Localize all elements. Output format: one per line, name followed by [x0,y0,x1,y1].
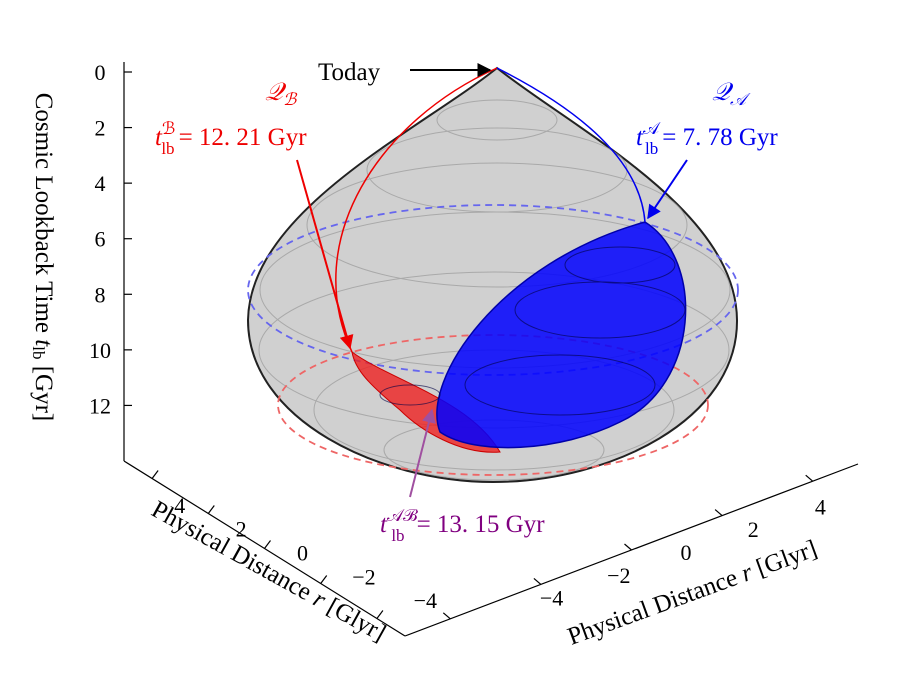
x-tick [320,575,328,584]
y-tick-label: −4 [540,586,563,611]
z-tick-label: 2 [95,116,106,141]
y-axis-title: Physical Distance r [Glyr] [564,535,821,650]
x-tick [376,610,384,619]
annotation: t𝒜 lb = 7. 78 Gyr [636,119,778,158]
annotation: t𝒜ℬ lb = 13. 15 Gyr [380,506,545,545]
x-tick [207,505,215,514]
surface [246,66,739,484]
y-tick-label: 0 [681,540,692,565]
arrow [296,159,354,350]
z-tick-label: 6 [95,227,106,252]
arrow [409,408,436,498]
y-tick [714,509,723,517]
z-tick-label: 4 [95,171,106,196]
annotation: 𝒬ℬ [265,79,298,109]
annotation: tℬ lb = 12. 21 Gyr [155,119,307,158]
x-tick [151,470,159,479]
annotation: 𝒬𝒜 [712,79,751,109]
y-tick-label: −2 [607,563,630,588]
z-tick-label: 10 [89,338,111,363]
y-tick [533,577,542,585]
x-tick-label: −4 [414,588,437,613]
z-axis-title: Cosmic Lookback Time tlb [Gyr] [29,93,57,422]
annotation: Today [318,59,381,86]
z-tick-label: 12 [89,393,111,418]
y-tick [624,543,632,551]
y-tick-label: 4 [815,494,826,519]
y-tick [805,474,814,482]
y-tick [442,612,451,620]
z-tick-label: 8 [95,282,106,307]
x-tick [264,540,271,549]
arrow [647,159,688,220]
x-tick-label: 0 [297,541,308,566]
x-tick-label: 4 [174,493,185,518]
x-tick-label: 2 [236,517,247,542]
y-tick-label: 2 [748,517,759,542]
z-tick-label: 0 [95,60,106,85]
x-tick-label: −2 [352,564,375,589]
